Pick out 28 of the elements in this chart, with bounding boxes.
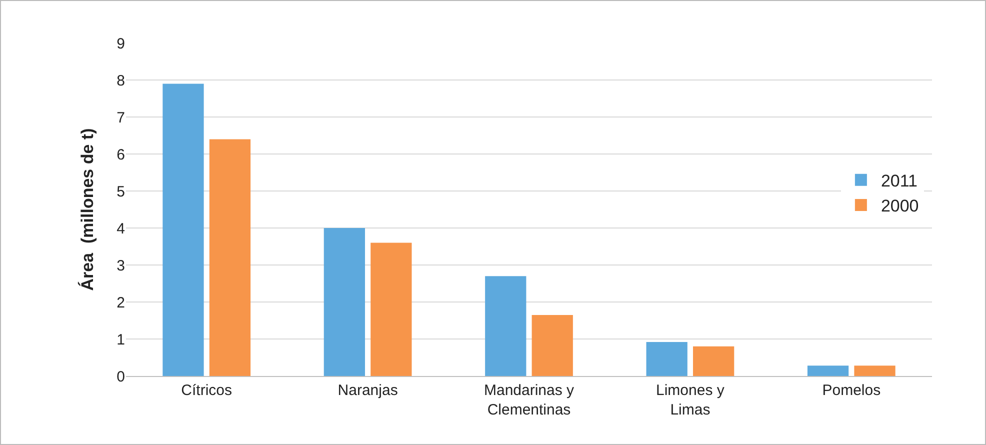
y-tick-label: 9 bbox=[116, 35, 125, 52]
y-tick-label: 7 bbox=[116, 109, 125, 126]
bar bbox=[646, 342, 688, 376]
bar bbox=[532, 314, 573, 376]
x-tick-label: Limones y Limas bbox=[656, 382, 725, 418]
y-tick-label: 2 bbox=[116, 294, 125, 312]
bar bbox=[209, 139, 251, 376]
bar bbox=[370, 242, 412, 376]
bar bbox=[485, 276, 526, 376]
bar bbox=[162, 84, 204, 376]
x-tick-label: Cítricos bbox=[181, 382, 232, 399]
legend-label: 2011 bbox=[880, 172, 918, 191]
x-tick-label: Mandarinas y Clementinas bbox=[484, 382, 575, 418]
y-tick-label: 4 bbox=[116, 220, 125, 238]
x-tick-label: Naranjas bbox=[338, 382, 398, 399]
y-tick-label: 0 bbox=[116, 368, 125, 386]
x-tick-label: Pomelos bbox=[822, 382, 881, 399]
y-tick-label: 6 bbox=[116, 146, 125, 164]
legend-label: 2000 bbox=[880, 196, 919, 216]
bar bbox=[693, 346, 734, 376]
y-tick-label: 5 bbox=[116, 183, 125, 200]
bar bbox=[324, 228, 365, 376]
bar bbox=[807, 366, 849, 376]
y-tick-label: 8 bbox=[116, 72, 125, 90]
y-tick-label: 3 bbox=[116, 257, 125, 274]
y-axis-title: Área (millones de t) bbox=[77, 128, 98, 291]
bar bbox=[854, 366, 896, 376]
y-tick-label: 1 bbox=[116, 331, 125, 348]
